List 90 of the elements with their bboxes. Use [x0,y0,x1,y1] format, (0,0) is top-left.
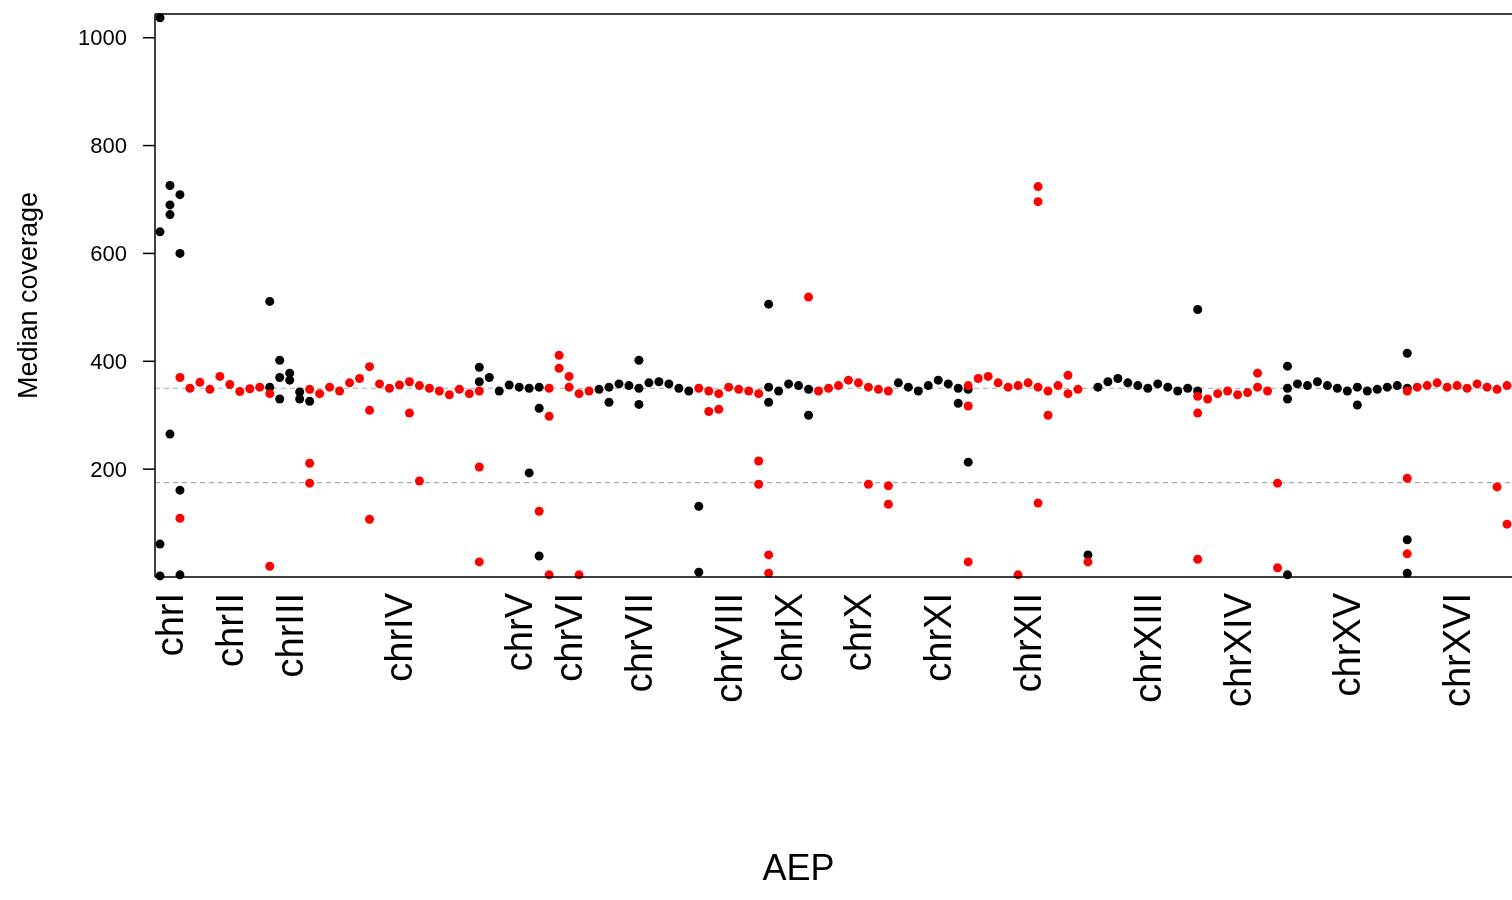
point [275,355,285,365]
x-tick-label: chrV [498,592,541,672]
x-tick-label: chrVI [548,593,591,682]
point [764,550,774,560]
point [404,408,414,418]
point [1273,563,1283,573]
point [704,406,714,416]
x-tick-label: chrII [208,593,251,667]
point [1033,197,1043,207]
point [883,481,893,491]
point [474,462,484,472]
point [1402,535,1412,545]
point [1193,305,1203,315]
point [1283,394,1292,404]
point [285,375,295,385]
point [1402,549,1412,559]
point [764,299,774,309]
point [804,410,814,420]
x-tick-label: chrXV [1326,592,1369,697]
point [295,394,305,404]
x-tick-label: chrIII [268,593,311,678]
y-tick-label: 800 [90,133,127,159]
point [175,513,185,523]
point [714,404,724,414]
point [414,476,424,486]
x-tick-label: chrX [837,593,880,672]
point [524,468,534,478]
point [1283,361,1292,371]
point [1402,473,1412,483]
point [1502,519,1512,529]
point [534,551,544,561]
y-tick-label: 1000 [78,25,127,51]
point [634,399,644,409]
x-tick-label: chrXVI [1436,593,1479,708]
point [764,397,774,407]
x-axis-title: AEP [762,847,835,888]
point [1033,182,1043,192]
point [305,458,315,468]
y-tick-label: 400 [90,348,127,374]
point [953,398,963,408]
point [883,499,893,509]
point [365,514,375,524]
point [564,382,574,392]
point [365,405,375,415]
point [175,485,185,495]
point [165,210,175,220]
point [1063,370,1073,380]
point [1402,348,1412,358]
point [474,557,484,567]
point [963,457,973,467]
point [265,296,275,306]
x-tick-label: chrIX [767,593,810,682]
point [155,539,165,549]
x-tick-label: chrIV [378,592,421,682]
y-tick-label: 600 [90,240,127,266]
point [265,561,275,571]
point [534,506,544,516]
x-tick-label: chrXIV [1216,592,1259,708]
x-tick-label: chrXIII [1126,593,1169,703]
point [1253,368,1263,378]
point [754,479,764,489]
point [1492,482,1502,492]
y-axis-title: Median coverage [13,191,43,400]
x-tick-label: chrVIII [707,593,750,703]
point [604,397,614,407]
point [963,401,973,411]
point [544,411,554,421]
x-tick-label: chrVII [617,593,660,693]
point [305,478,315,488]
point [175,248,185,258]
point [1043,410,1053,420]
point [165,429,175,439]
x-tick-label: chrXII [1007,593,1050,693]
point [275,394,285,404]
point [1193,408,1203,418]
point [963,557,973,567]
point [554,350,564,360]
point [534,403,544,413]
point [1193,554,1203,564]
y-tick-label: 200 [90,456,127,482]
point [474,362,484,372]
point [1033,498,1043,508]
point [634,355,644,365]
point [863,479,873,489]
point [165,180,175,190]
point [1352,400,1362,410]
x-tick-label: chrI [148,593,191,657]
point [754,456,764,466]
point [694,567,704,577]
x-tick-label: chrXI [917,593,960,682]
